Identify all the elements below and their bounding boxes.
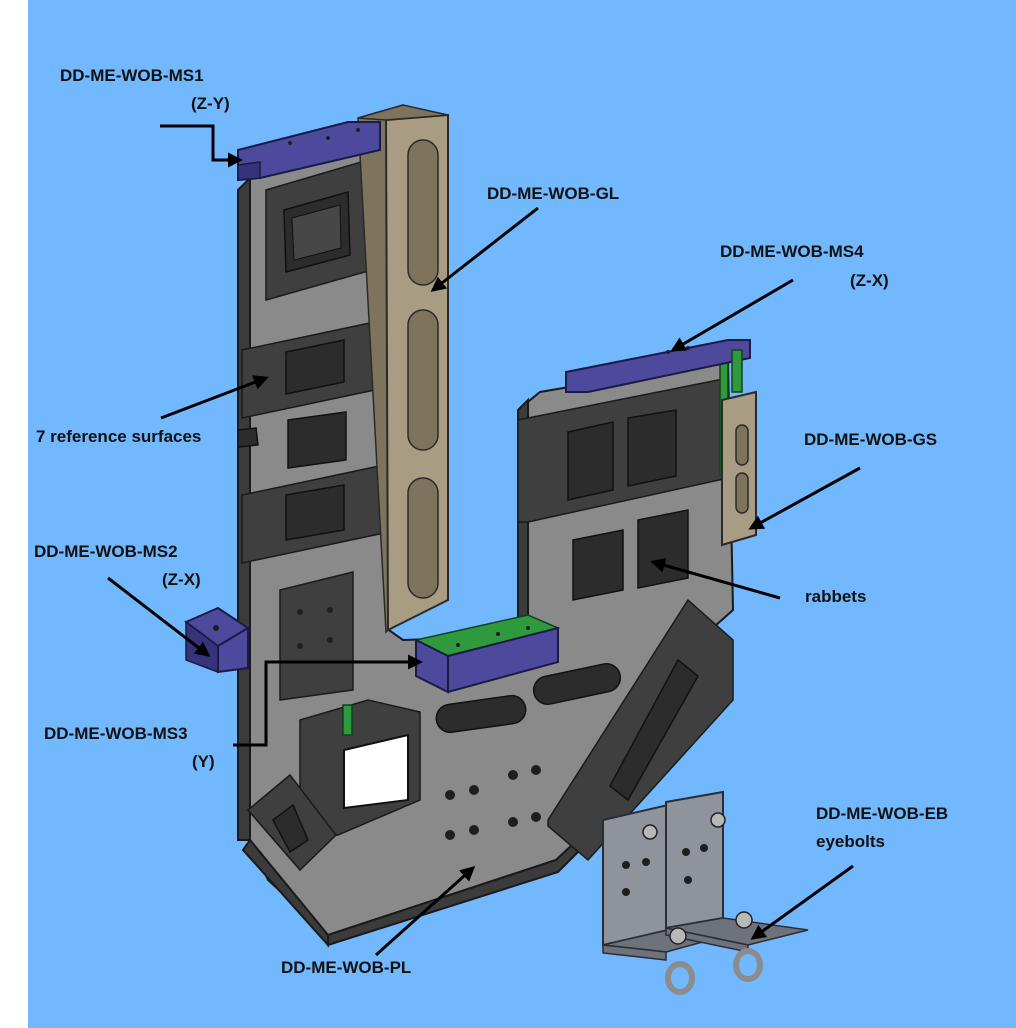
leader-rabbets	[650, 558, 781, 600]
leader-ms1	[160, 124, 243, 168]
lower-plate-features	[246, 663, 622, 872]
leader-eb	[750, 864, 854, 940]
leader-lines	[107, 124, 861, 957]
leader-gs	[748, 466, 861, 530]
label-ms4: DD-ME-WOB-MS4	[720, 242, 864, 261]
diagram-canvas: DD-ME-WOB-MS1 (Z-Y) DD-ME-WOB-GL DD-ME-W…	[28, 0, 1016, 1028]
rabbet-2	[637, 509, 689, 589]
label-pl: DD-ME-WOB-PL	[281, 958, 412, 977]
leader-ref-surfaces	[160, 375, 269, 420]
label-gs: DD-ME-WOB-GS	[804, 430, 938, 449]
eyebolt-brackets	[602, 790, 809, 995]
label-gl: DD-ME-WOB-GL	[487, 184, 620, 203]
label-ms2-axis: (Z-X)	[162, 570, 201, 589]
diagonal-rail	[547, 598, 734, 862]
rabbet-1	[572, 529, 624, 601]
guide-long-part	[357, 104, 449, 634]
label-ms3: DD-ME-WOB-MS3	[44, 724, 188, 743]
leader-ms3	[233, 654, 423, 747]
label-rabbets: rabbets	[805, 587, 867, 606]
label-ms1: DD-ME-WOB-MS1	[60, 66, 204, 85]
label-ms3-axis: (Y)	[192, 752, 215, 771]
mounting-strip-ms1	[237, 121, 381, 182]
mounting-strip-ms2	[184, 606, 250, 674]
assembly-drawing	[107, 104, 861, 995]
label-ms4-axis: (Z-X)	[850, 271, 889, 290]
mounting-strip-ms4	[565, 339, 751, 393]
guide-short-part	[721, 390, 757, 547]
label-reference-surfaces: 7 reference surfaces	[36, 427, 202, 446]
leader-pl	[374, 865, 476, 957]
leader-gl	[430, 206, 539, 292]
label-ms2: DD-ME-WOB-MS2	[34, 542, 178, 561]
left-arm-pads	[241, 159, 385, 701]
leader-ms4	[670, 278, 794, 352]
label-eb: DD-ME-WOB-EB	[816, 804, 949, 823]
leader-ms2	[107, 576, 211, 657]
label-eb-sub: eyebolts	[816, 832, 885, 851]
label-ms1-axis: (Z-Y)	[191, 94, 230, 113]
